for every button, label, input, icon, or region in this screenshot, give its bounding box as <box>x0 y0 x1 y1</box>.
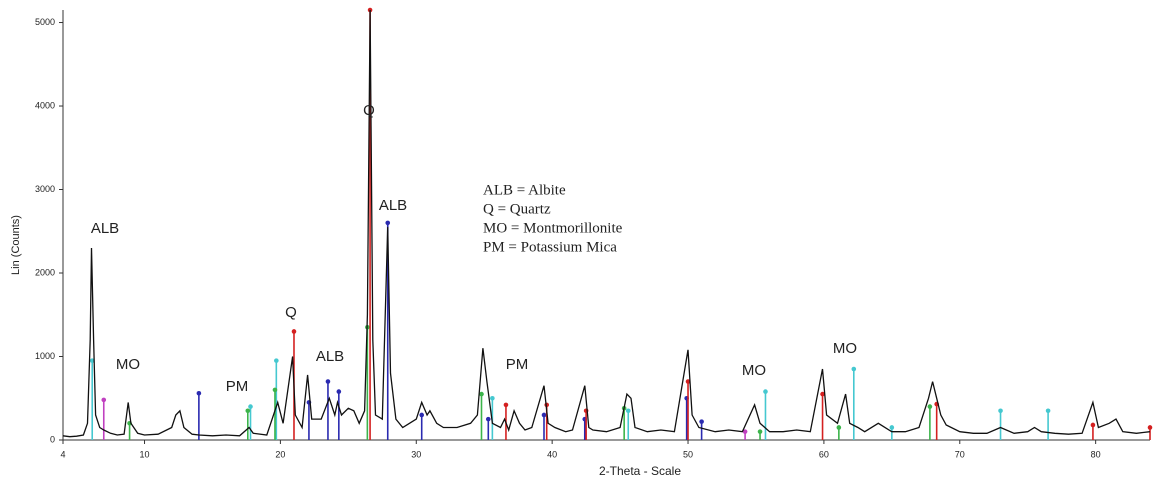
y-tick-label: 5000 <box>35 17 55 27</box>
y-tick-label: 2000 <box>35 267 55 277</box>
peak-marker <box>485 416 491 422</box>
peak-marker <box>245 408 251 414</box>
peak-annotation: PM <box>506 356 529 373</box>
peak-annotation: ALB <box>316 348 344 365</box>
peak-marker <box>685 379 691 384</box>
peak-marker <box>851 366 857 372</box>
peak-marker <box>503 402 509 408</box>
peak-marker <box>889 425 895 430</box>
x-tick-label: 40 <box>547 449 557 459</box>
peak-marker <box>248 404 253 409</box>
peak-marker <box>490 395 495 401</box>
peak-annotation: Q <box>363 102 375 119</box>
peak-marker <box>998 408 1003 414</box>
peak-marker <box>541 412 547 418</box>
peak-marker <box>89 358 95 363</box>
peak-annotation: MO <box>116 356 140 373</box>
key-entry: MO = Montmorillonite <box>483 220 623 236</box>
x-tick-label: 30 <box>411 449 421 459</box>
peak-annotation: MO <box>833 340 857 357</box>
peak-marker <box>836 425 842 430</box>
peak-marker <box>274 358 279 363</box>
peak-marker <box>742 429 748 434</box>
peak-marker <box>1045 408 1051 414</box>
key-entry: ALB = Albite <box>483 182 566 198</box>
x-tick-label: 80 <box>1091 449 1101 459</box>
peak-annotation: Q <box>285 304 297 321</box>
x-tick-label: 50 <box>683 449 693 459</box>
x-tick-label: 60 <box>819 449 829 459</box>
peak-marker <box>101 397 107 403</box>
x-tick-label: 4 <box>60 449 65 459</box>
x-tick-label: 10 <box>140 449 150 459</box>
x-tick-label: 70 <box>955 449 965 459</box>
peak-marker <box>757 429 763 434</box>
y-tick-label: 1000 <box>35 351 55 361</box>
key-entry: PM = Potassium Mica <box>483 239 617 255</box>
peak-marker <box>325 379 331 384</box>
peak-marker <box>291 329 297 334</box>
y-tick-label: 3000 <box>35 184 55 194</box>
peak-marker <box>1147 425 1153 430</box>
peak-annotation: ALB <box>379 197 407 214</box>
peak-annotation: ALB <box>91 220 119 237</box>
peak-marker <box>336 389 342 394</box>
x-tick-label: 20 <box>275 449 285 459</box>
peak-marker <box>1090 422 1096 428</box>
peak-marker <box>385 220 391 226</box>
peak-annotation: PM <box>226 378 249 395</box>
peak-marker <box>927 404 933 409</box>
x-axis-label: 2-Theta - Scale <box>599 464 681 478</box>
peak-marker <box>625 408 631 414</box>
peak-marker <box>763 389 768 394</box>
peak-marker <box>272 387 278 393</box>
y-axis-label: Lin (Counts) <box>10 215 22 275</box>
peak-annotation: MO <box>742 362 766 379</box>
peak-marker <box>479 391 484 397</box>
peak-marker <box>699 419 704 424</box>
y-tick-label: 4000 <box>35 100 55 110</box>
peak-marker <box>820 391 825 397</box>
y-tick-label: 0 <box>50 434 55 444</box>
diffraction-trace <box>62 9 1151 438</box>
key-entry: Q = Quartz <box>483 201 551 217</box>
peak-marker <box>196 390 202 396</box>
peak-marker <box>419 412 425 418</box>
